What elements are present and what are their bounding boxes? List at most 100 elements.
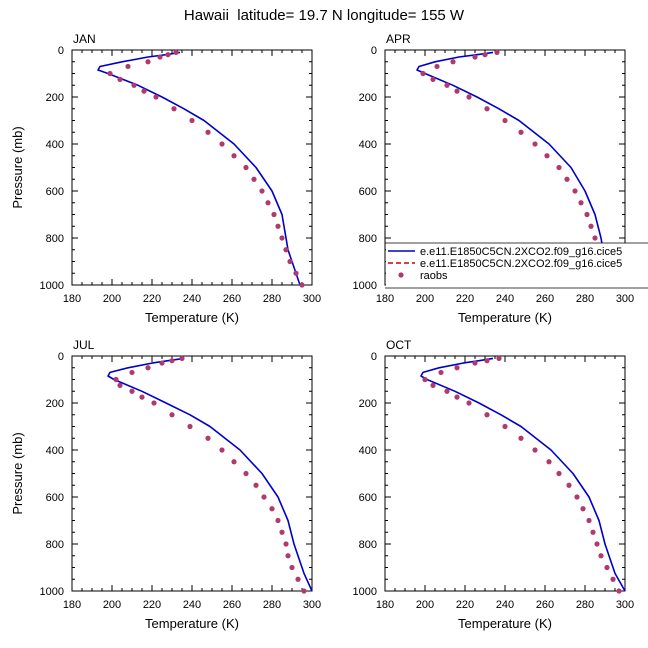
- raobs-point-apr: [450, 59, 456, 65]
- plot-frame-jul: [71, 355, 313, 592]
- raobs-point-oct: [586, 517, 592, 524]
- y-tick-label-jul: 200: [46, 398, 64, 410]
- x-tick-label-oct: 200: [416, 599, 434, 611]
- x-tick-label-jul: 260: [223, 599, 241, 611]
- x-tick-label-apr: 260: [536, 293, 554, 305]
- raobs-point-jul: [289, 564, 295, 571]
- raobs-point-jul: [279, 529, 285, 535]
- legend-swatch-raobs: [398, 272, 404, 278]
- raobs-point-jan: [165, 52, 171, 58]
- raobs-point-oct: [466, 400, 472, 406]
- raobs-point-oct: [566, 482, 572, 488]
- raobs-point-apr: [420, 70, 426, 77]
- raobs-point-jan: [251, 176, 257, 182]
- raobs-point-oct: [502, 423, 508, 430]
- panel-label-jan: JAN: [73, 32, 96, 46]
- raobs-point-apr: [532, 141, 538, 147]
- x-tick-label-apr: 180: [376, 293, 394, 305]
- raobs-point-oct: [610, 576, 616, 582]
- raobs-point-jan: [231, 153, 237, 159]
- raobs-point-jul: [285, 553, 291, 559]
- model-line-oct: [420, 357, 626, 592]
- raobs-point-jan: [265, 200, 271, 206]
- y-tick-label-apr: 400: [359, 139, 377, 151]
- raobs-point-jan: [299, 282, 305, 288]
- raobs-point-oct: [444, 388, 450, 394]
- raobs-point-oct: [574, 494, 580, 500]
- raobs-point-jan: [189, 117, 195, 124]
- x-axis-title-oct: Temperature (K): [458, 616, 552, 631]
- raobs-point-apr: [430, 76, 436, 82]
- x-tick-label-apr: 240: [496, 293, 514, 305]
- x-tick-label-oct: 180: [376, 599, 394, 611]
- raobs-point-jul: [275, 517, 281, 524]
- plot-frame-oct: [384, 355, 626, 592]
- x-tick-label-jan: 240: [183, 293, 201, 305]
- x-tick-label-jul: 240: [183, 599, 201, 611]
- y-tick-label-jan: 800: [46, 233, 64, 245]
- raobs-point-oct: [590, 529, 596, 535]
- raobs-point-apr: [564, 176, 570, 182]
- y-axis-title-jan: Pressure (mb): [10, 126, 25, 208]
- raobs-point-jul: [219, 447, 225, 453]
- y-tick-label-apr: 0: [371, 45, 377, 57]
- raobs-point-jan: [259, 188, 265, 194]
- raobs-point-jan: [157, 54, 163, 60]
- raobs-point-jul: [253, 482, 259, 488]
- y-tick-label-oct: 0: [371, 351, 377, 363]
- raobs-point-apr: [572, 188, 578, 194]
- raobs-point-oct: [532, 447, 538, 453]
- raobs-point-oct: [604, 564, 610, 571]
- raobs-point-jul: [205, 435, 211, 441]
- x-tick-label-jul: 200: [103, 599, 121, 611]
- x-tick-label-oct: 260: [536, 599, 554, 611]
- raobs-point-jul: [151, 400, 157, 406]
- raobs-point-oct: [422, 376, 428, 383]
- raobs-point-apr: [444, 82, 450, 88]
- raobs-point-oct: [518, 435, 524, 441]
- y-tick-label-oct: 800: [359, 539, 377, 551]
- raobs-point-jul: [169, 358, 175, 364]
- raobs-point-apr: [472, 54, 478, 60]
- raobs-point-jul: [301, 588, 307, 594]
- raobs-point-jan: [293, 270, 299, 276]
- figure-title: Hawaii latitude= 19.7 N longitude= 155 W: [183, 7, 465, 24]
- model-line-jan: [97, 51, 301, 286]
- raobs-point-apr: [494, 49, 500, 55]
- raobs-point-jul: [295, 576, 301, 582]
- raobs-point-jan: [145, 59, 151, 65]
- raobs-point-jul: [159, 360, 165, 366]
- x-tick-label-apr: 300: [616, 293, 634, 305]
- raobs-point-oct: [546, 459, 552, 465]
- raobs-point-apr: [484, 106, 490, 112]
- x-tick-label-jan: 280: [263, 293, 281, 305]
- y-tick-label-jul: 400: [46, 445, 64, 457]
- y-tick-label-jan: 600: [46, 186, 64, 198]
- raobs-point-jul: [261, 494, 267, 500]
- x-tick-label-oct: 300: [616, 599, 634, 611]
- raobs-point-jul: [243, 470, 249, 477]
- x-tick-label-jul: 300: [303, 599, 321, 611]
- panel-label-apr: APR: [386, 32, 411, 46]
- raobs-point-jul: [269, 506, 275, 512]
- plot-frame-jan: [71, 49, 313, 286]
- raobs-point-apr: [556, 164, 562, 171]
- raobs-point-oct: [454, 365, 460, 371]
- raobs-point-oct: [438, 369, 444, 376]
- x-tick-label-apr: 220: [456, 293, 474, 305]
- y-tick-label-jul: 1000: [40, 586, 64, 598]
- raobs-point-jan: [141, 88, 147, 94]
- raobs-point-jan: [279, 235, 285, 241]
- panel-label-oct: OCT: [386, 338, 412, 352]
- raobs-point-apr: [482, 52, 488, 58]
- raobs-point-jul: [117, 382, 123, 388]
- raobs-point-jul: [187, 423, 193, 430]
- y-tick-label-oct: 200: [359, 398, 377, 410]
- raobs-point-jul: [283, 541, 289, 547]
- raobs-point-jan: [125, 63, 131, 70]
- raobs-point-jan: [275, 223, 281, 229]
- raobs-point-apr: [434, 63, 440, 70]
- raobs-point-oct: [594, 541, 600, 547]
- raobs-point-apr: [544, 153, 550, 159]
- x-tick-label-apr: 280: [576, 293, 594, 305]
